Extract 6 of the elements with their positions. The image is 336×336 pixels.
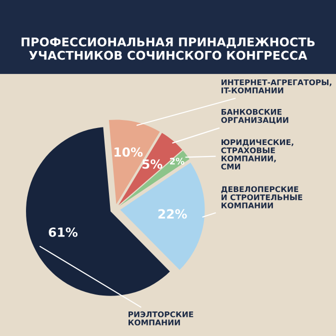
data-label: 61%: [48, 227, 78, 237]
data-label: 2%: [170, 158, 184, 165]
data-label: 5%: [142, 159, 162, 169]
chart-title: ПРОФЕССИОНАЛЬНАЯ ПРИНАДЛЕЖНОСТЬ УЧАСТНИКОВ СОЧИНСКОГО КОНГРЕССА: [22, 37, 315, 60]
data-label: 22%: [158, 209, 187, 219]
data-label: 10%: [114, 147, 143, 157]
